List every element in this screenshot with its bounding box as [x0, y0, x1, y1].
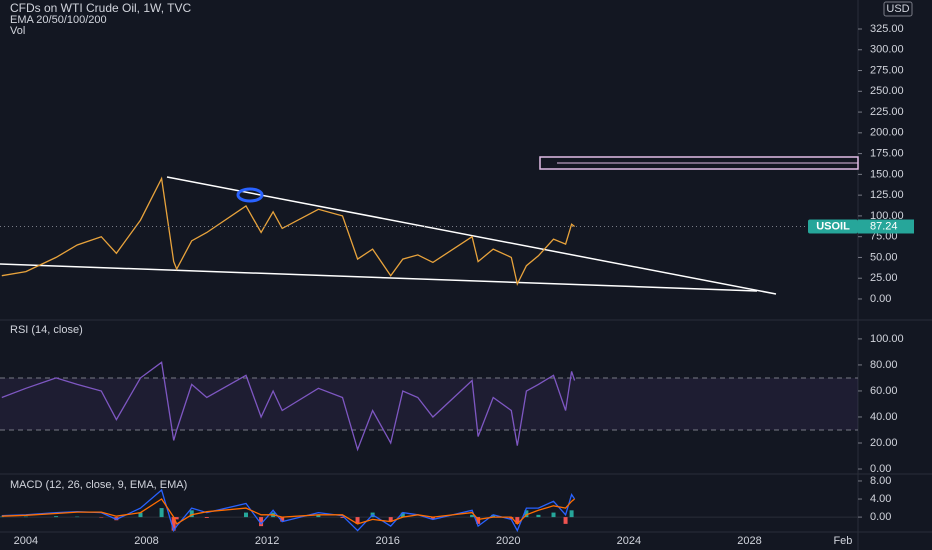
price-axis-area [858, 0, 932, 550]
y-tick-label: 100.00 [870, 210, 904, 222]
y-tick-label: 100.00 [870, 333, 904, 345]
y-tick-label: 4.00 [870, 493, 891, 505]
histogram-bar [355, 517, 360, 524]
y-tick-label: 175.00 [870, 148, 904, 160]
y-tick-label: 8.00 [870, 475, 891, 487]
y-tick-label: 275.00 [870, 64, 904, 76]
histogram-bar [174, 517, 179, 520]
symbol-badge [808, 219, 858, 234]
y-tick-label: 250.00 [870, 85, 904, 97]
x-tick-label: 2020 [496, 535, 520, 547]
histogram-bar [280, 517, 285, 522]
unit-label[interactable]: USD [886, 3, 909, 15]
symbol-label: USOIL [816, 220, 850, 232]
series-line [1, 361, 576, 452]
y-tick-label: 150.00 [870, 168, 904, 180]
y-tick-label: 125.00 [870, 189, 904, 201]
x-tick-label: 2012 [255, 535, 279, 547]
histogram-bar [54, 516, 59, 518]
histogram-bar [388, 517, 393, 522]
histogram-bar [204, 517, 209, 518]
trend-line [166, 176, 777, 295]
histogram-bar [524, 510, 529, 518]
histogram-bar [509, 517, 514, 520]
y-tick-label: 75.00 [870, 231, 898, 243]
histogram-bar [189, 510, 194, 518]
y-tick-label: 0.00 [870, 511, 891, 523]
x-tick-label: 2024 [617, 535, 641, 547]
y-tick-label: 0.00 [870, 463, 891, 475]
trend-line [0, 263, 758, 292]
x-tick-label: 2016 [375, 535, 399, 547]
x-tick-label: 2028 [737, 535, 761, 547]
price-badge [858, 219, 914, 234]
histogram-bar [259, 517, 264, 527]
x-tick-label: 2008 [134, 535, 158, 547]
histogram-bar [563, 517, 568, 524]
y-tick-label: 0.00 [870, 293, 891, 305]
y-tick-label: 225.00 [870, 106, 904, 118]
y-tick-label: 300.00 [870, 44, 904, 56]
histogram-bar [316, 514, 321, 518]
y-tick-label: 20.00 [870, 437, 898, 449]
x-tick-label: 2004 [14, 535, 38, 547]
y-tick-label: 80.00 [870, 359, 898, 371]
y-tick-label: 25.00 [870, 272, 898, 284]
y-tick-label: 40.00 [870, 411, 898, 423]
series-line [1, 498, 575, 525]
histogram-bar [430, 517, 435, 520]
unit-box[interactable] [883, 1, 913, 17]
pane-title: MACD (12, 26, close, 9, EMA, EMA) [10, 479, 187, 491]
y-tick-label: 60.00 [870, 385, 898, 397]
histogram-bar [138, 512, 143, 518]
pane-title: RSI (14, close) [10, 324, 83, 336]
x-tick-label: Feb [833, 535, 852, 547]
histogram-bar [515, 517, 520, 524]
histogram-bar [491, 514, 496, 518]
histogram-bar [159, 508, 164, 518]
series-line [1, 176, 575, 286]
histogram-bar [476, 517, 481, 524]
histogram-bar [400, 512, 405, 518]
histogram-bar [340, 517, 345, 518]
y-tick-label: 325.00 [870, 23, 904, 35]
indicator-label: EMA 20/50/100/200 [10, 14, 107, 26]
histogram-bar [569, 510, 574, 518]
y-tick-label: 200.00 [870, 127, 904, 139]
chart-title: CFDs on WTI Crude Oil, 1W, TVC [10, 1, 191, 15]
histogram-bar [470, 514, 475, 518]
histogram-bar [536, 514, 541, 518]
series-line [1, 488, 576, 533]
histogram-bar [171, 517, 176, 531]
histogram-bar [551, 512, 556, 518]
highlight-ellipse [236, 187, 264, 203]
histogram-bar [244, 512, 249, 518]
last-price-label: 87.24 [870, 220, 898, 232]
indicator-label: Vol [10, 25, 25, 37]
rsi-band [0, 377, 858, 430]
y-tick-label: 50.00 [870, 251, 898, 263]
